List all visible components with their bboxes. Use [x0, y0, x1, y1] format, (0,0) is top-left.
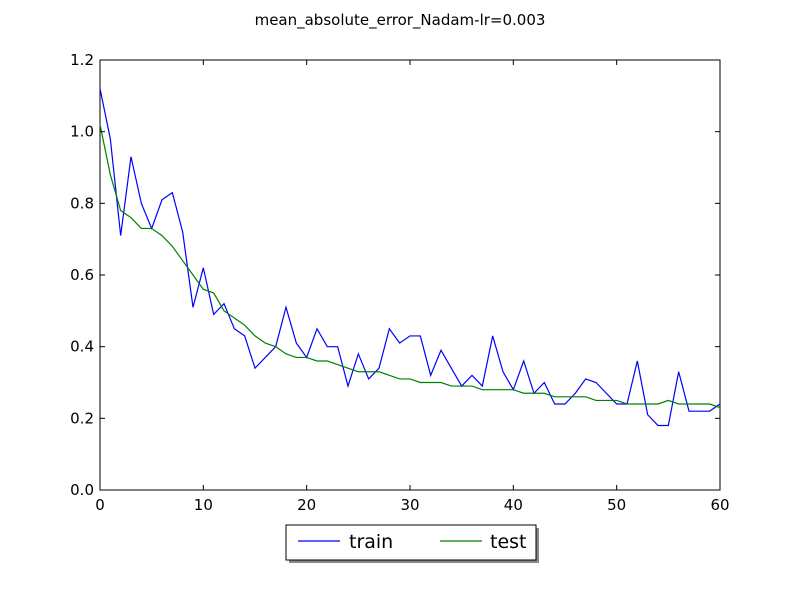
x-tick-label: 10: [194, 496, 213, 514]
y-tick-label: 1.0: [70, 123, 94, 141]
series-layer: [99, 88, 721, 427]
y-tick-label: 0.0: [70, 481, 94, 499]
x-tick-label: 50: [607, 496, 626, 514]
y-tick-label: 0.2: [70, 409, 94, 427]
legend: train test: [285, 524, 539, 563]
legend-label-test: test: [490, 531, 527, 553]
x-tick-label: 0: [95, 496, 105, 514]
series-line-train: [99, 88, 721, 427]
series-line-test: [99, 124, 721, 409]
chart-title: mean_absolute_error_Nadam-lr=0.003: [255, 11, 546, 30]
x-tick-label: 40: [504, 496, 523, 514]
y-tick-label: 0.8: [70, 194, 94, 212]
tick-layer: 0 10 20 30 40 50 60 0.0 0.2 0.4 0.6 0.8 1.0 1.2: [70, 51, 729, 514]
y-tick-label: 0.6: [70, 266, 94, 284]
x-tick-label: 60: [710, 496, 729, 514]
x-tick-label: 30: [400, 496, 419, 514]
legend-label-train: train: [349, 531, 393, 553]
y-tick-label: 1.2: [70, 51, 94, 69]
legend-box: [285, 524, 537, 561]
x-tick-label: 20: [297, 496, 316, 514]
plot-area: 0 10 20 30 40 50 60 0.0 0.2 0.4 0.6 0.8 1.0 1.2: [70, 51, 729, 514]
y-tick-label: 0.4: [70, 338, 94, 356]
